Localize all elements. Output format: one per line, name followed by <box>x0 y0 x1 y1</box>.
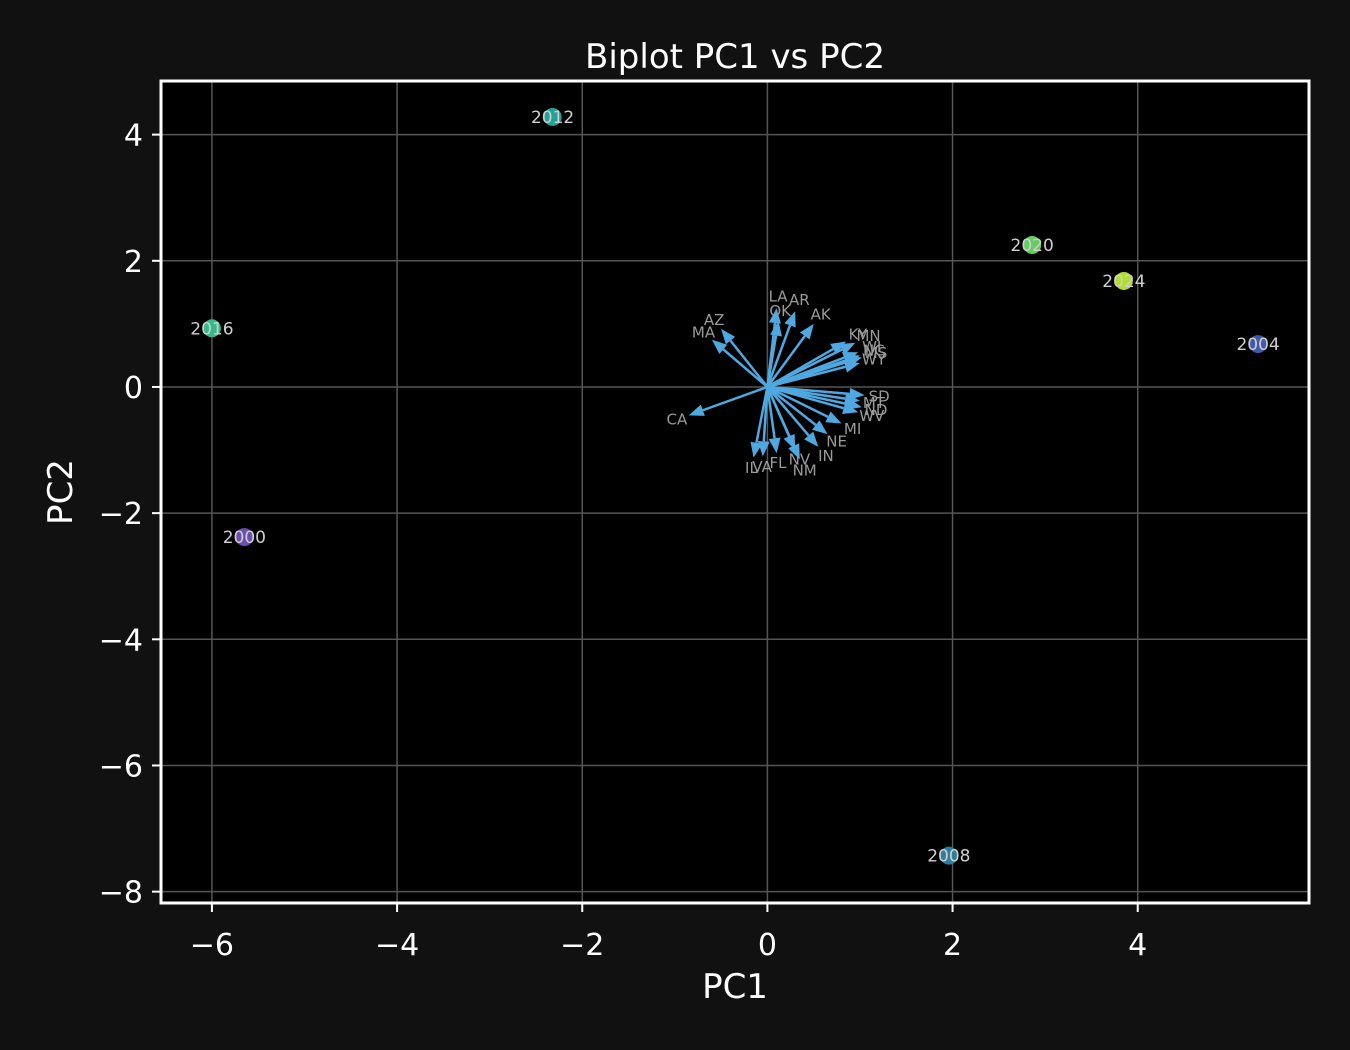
loading-label: MI <box>844 420 861 438</box>
score-point-label: 2020 <box>1011 236 1054 256</box>
score-point <box>202 319 221 338</box>
loading-arrow-shaft <box>767 365 846 389</box>
plot-area <box>161 81 1309 903</box>
y-tick-label: −4 <box>99 623 143 658</box>
loading-label: CA <box>667 411 688 429</box>
loading-label: MS <box>865 344 887 362</box>
score-point-label: 2012 <box>531 108 574 128</box>
loading-arrow-shaft <box>766 385 829 419</box>
loading-label: KY <box>849 326 868 344</box>
loading-label: NM <box>793 461 817 479</box>
loading-label: AZ <box>704 311 725 329</box>
loading-arrow-shaft <box>766 348 843 389</box>
loading-arrow-head <box>783 433 796 451</box>
loading-arrow-head <box>768 437 781 454</box>
chart-title: Biplot PC1 vs PC2 <box>585 37 885 77</box>
loading-arrow-shaft <box>729 339 769 388</box>
loading-arrow-head <box>788 443 800 460</box>
loading-label: AK <box>811 305 832 323</box>
score-point-label: 2024 <box>1102 272 1145 292</box>
loading-label: IL <box>745 459 758 477</box>
x-tick-label: −6 <box>190 928 234 963</box>
x-axis-label: PC1 <box>702 967 768 1007</box>
x-tick-label: 2 <box>943 928 962 963</box>
loading-arrow-shaft <box>766 385 817 426</box>
y-tick-label: −6 <box>99 749 143 784</box>
loading-arrow-head <box>784 311 796 328</box>
loading-label: WV <box>859 407 885 425</box>
x-tick-label: −4 <box>375 928 419 963</box>
score-point <box>1249 335 1268 354</box>
loading-label: NC <box>863 342 885 360</box>
x-tick-label: 0 <box>758 928 777 963</box>
loading-arrow-head <box>688 404 705 416</box>
loading-arrow-head <box>842 402 859 414</box>
loading-label: AR <box>789 291 810 309</box>
loading-label: NV <box>789 451 811 469</box>
y-tick-label: −8 <box>99 876 143 911</box>
loading-label: MN <box>856 327 880 345</box>
loading-arrow-head <box>843 360 860 373</box>
loading-arrow-head <box>721 328 736 345</box>
score-point <box>1114 271 1133 290</box>
x-tick-label: −2 <box>560 928 604 963</box>
score-point <box>1023 236 1042 255</box>
loading-arrow-shaft <box>767 385 845 410</box>
x-tick-label: 4 <box>1128 928 1147 963</box>
score-point-label: 2016 <box>190 319 233 339</box>
loading-arrow-head <box>770 320 782 337</box>
grid <box>161 81 1309 903</box>
loading-arrow-head <box>768 308 781 324</box>
score-points: 2000 2004 2008 2012 2016 2020 2024 <box>190 107 1280 867</box>
axis-ticks: −6 −4 −2 0 2 4 −8 −6 −4 −2 0 2 4 <box>99 119 1148 963</box>
loading-label: VA <box>752 458 772 476</box>
score-point-label: 2004 <box>1236 335 1279 355</box>
y-tick-label: −2 <box>99 497 143 532</box>
loading-arrow-head <box>711 339 728 354</box>
loading-arrow-shaft <box>766 324 792 388</box>
loading-arrow-shaft <box>722 348 769 388</box>
loading-label: IN <box>818 447 834 465</box>
loading-arrow-head <box>839 342 856 355</box>
loading-label: WY <box>862 350 887 368</box>
loading-arrow-shaft <box>766 386 810 437</box>
loading-arrow-shaft <box>766 386 776 439</box>
loading-arrow-head <box>812 420 828 435</box>
loading-label: WI <box>862 338 881 356</box>
score-point-label: 2000 <box>223 528 266 548</box>
loading-label: MA <box>692 324 716 342</box>
loading-arrow-shaft <box>766 335 778 388</box>
loading-label: OK <box>769 302 792 320</box>
loading-arrow-head <box>804 431 819 447</box>
loading-label: NE <box>826 432 847 450</box>
loading-arrow-shaft <box>755 386 769 444</box>
loading-arrow-shaft <box>766 335 806 388</box>
loading-arrow-shaft <box>702 385 768 412</box>
loading-label: SD <box>869 387 890 405</box>
y-tick-label: 4 <box>124 119 143 154</box>
loading-arrow-shaft <box>766 386 795 447</box>
loading-label: ND <box>865 401 888 419</box>
loading-label: LA <box>769 287 789 305</box>
y-tick-label: 0 <box>124 371 143 406</box>
loading-arrow-head <box>750 441 763 458</box>
loading-arrow-head <box>825 411 842 424</box>
y-tick-label: 2 <box>124 245 143 280</box>
loading-arrow-head <box>799 323 814 340</box>
plot-frame <box>159 79 1311 905</box>
loading-label: FL <box>770 454 788 472</box>
loading-label: MT <box>863 394 886 412</box>
score-point <box>939 846 958 865</box>
y-axis-label: PC2 <box>41 459 81 525</box>
score-point <box>235 528 254 547</box>
score-point-label: 2008 <box>927 847 970 867</box>
score-point <box>543 107 562 126</box>
